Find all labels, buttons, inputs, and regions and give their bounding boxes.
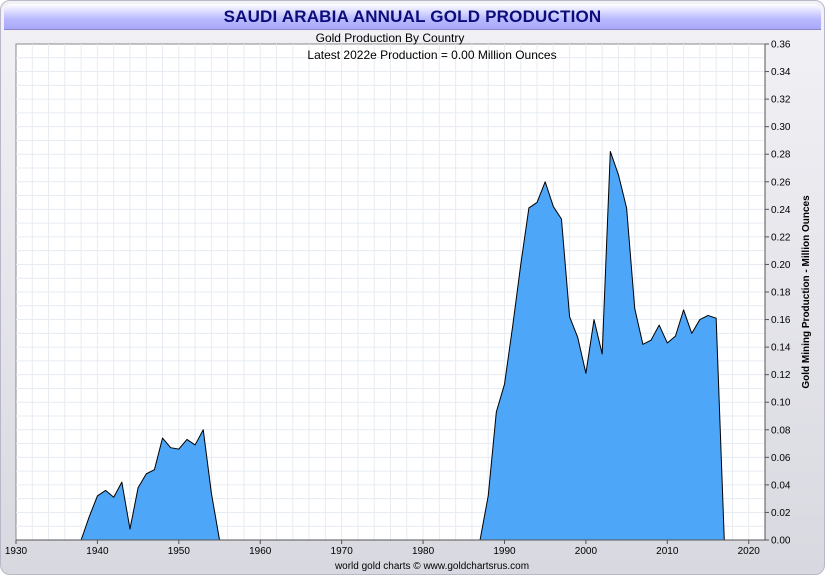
y-tick-label: 0.16 bbox=[771, 315, 791, 326]
latest-annotation: Latest 2022e Production = 0.00 Million O… bbox=[307, 48, 556, 62]
y-tick-label: 0.26 bbox=[771, 177, 791, 188]
chart-title: SAUDI ARABIA ANNUAL GOLD PRODUCTION bbox=[223, 7, 602, 26]
footer-credit: world gold charts © www.goldchartsrus.co… bbox=[334, 561, 529, 572]
y-tick-label: 0.04 bbox=[771, 480, 791, 491]
y-tick-label: 0.32 bbox=[771, 95, 791, 106]
x-tick-label: 2020 bbox=[738, 546, 761, 557]
y-tick-label: 0.36 bbox=[771, 40, 791, 51]
y-tick-label: 0.00 bbox=[771, 536, 791, 547]
y-axis-label: Gold Mining Production - Million Ounces bbox=[801, 195, 812, 389]
chart-subtitle: Gold Production By Country bbox=[316, 31, 465, 45]
x-tick-label: 1980 bbox=[412, 546, 435, 557]
x-axis: 1930 1940 1950 1960 1970 1980 1990 2000 2010 2020 bbox=[5, 539, 765, 557]
x-tick-label: 1970 bbox=[331, 546, 354, 557]
x-tick-label: 1940 bbox=[86, 546, 109, 557]
production-area bbox=[80, 150, 725, 541]
y-tick-label: 0.28 bbox=[771, 150, 791, 161]
x-tick-label: 1950 bbox=[168, 546, 191, 557]
x-tick-label: 1930 bbox=[5, 546, 28, 557]
y-tick-label: 0.24 bbox=[771, 205, 791, 216]
y-tick-label: 0.20 bbox=[771, 260, 791, 271]
y-tick-label: 0.14 bbox=[771, 343, 791, 354]
y-tick-label: 0.12 bbox=[771, 370, 791, 381]
y-tick-label: 0.02 bbox=[771, 508, 791, 519]
y-tick-label: 0.18 bbox=[771, 288, 791, 299]
x-tick-label: 1960 bbox=[249, 546, 272, 557]
x-tick-label: 2000 bbox=[575, 546, 598, 557]
x-tick-label: 2010 bbox=[656, 546, 679, 557]
y-tick-label: 0.34 bbox=[771, 67, 791, 78]
y-tick-label: 0.06 bbox=[771, 453, 791, 464]
y-tick-label: 0.30 bbox=[771, 122, 791, 133]
y-tick-label: 0.22 bbox=[771, 232, 791, 243]
series-layer bbox=[80, 150, 725, 541]
y-axis: 0.00 0.02 0.04 0.06 0.08 0.10 0.12 0.14 0.16 0.18… bbox=[764, 40, 791, 547]
y-tick-label: 0.08 bbox=[771, 425, 791, 436]
grid bbox=[16, 44, 765, 540]
x-tick-label: 1990 bbox=[493, 546, 516, 557]
title-bar: SAUDI ARABIA ANNUAL GOLD PRODUCTION bbox=[4, 4, 821, 30]
y-tick-label: 0.10 bbox=[771, 398, 791, 409]
